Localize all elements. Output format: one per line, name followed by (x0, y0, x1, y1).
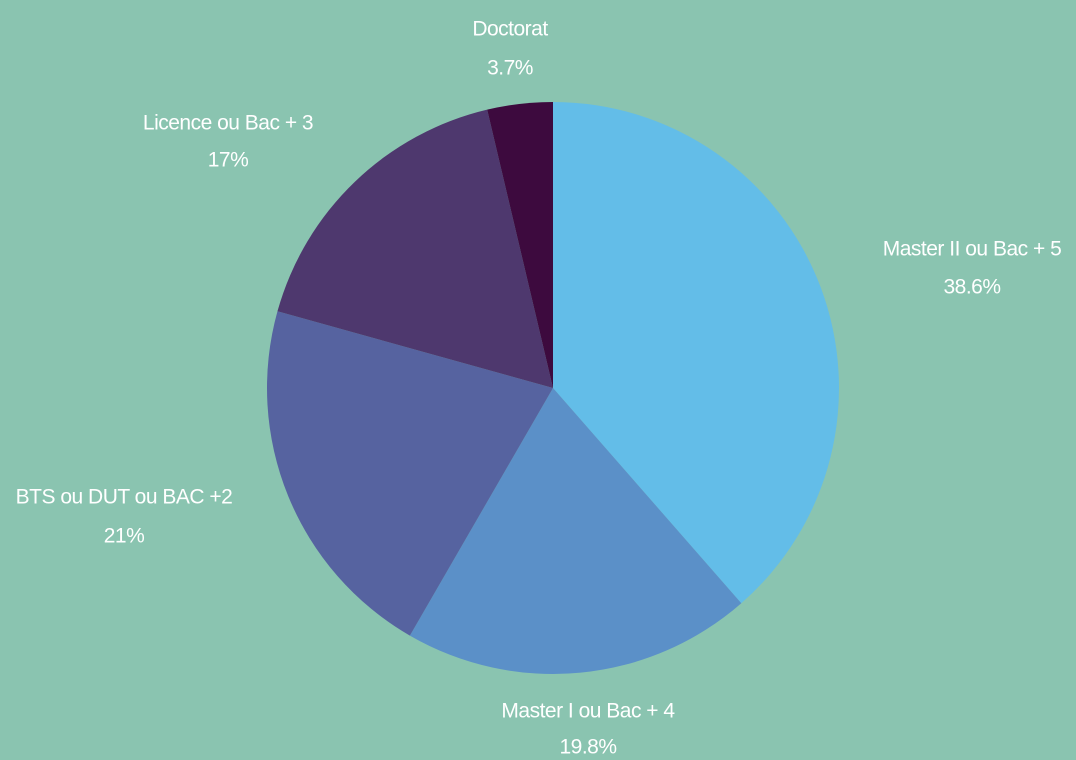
slice-value-label: 38.6% (943, 276, 1000, 299)
slice-label: Licence ou Bac + 3 (143, 112, 313, 135)
slice-label: Master I ou Bac + 4 (501, 700, 675, 723)
slice-value-label: 19.8% (559, 736, 616, 759)
slice-value-label: 3.7% (487, 57, 533, 80)
pie-slice (267, 311, 553, 636)
slice-label: Doctorat (472, 18, 548, 41)
pie-slice (277, 109, 553, 388)
slice-value-label: 17% (208, 149, 249, 172)
pie-slice (553, 102, 839, 604)
slice-value-label: 21% (104, 525, 145, 548)
slice-label: BTS ou DUT ou BAC +2 (16, 486, 233, 509)
pie-slice (409, 388, 742, 674)
slice-label: Master II ou Bac + 5 (883, 238, 1062, 261)
pie-slice (487, 102, 553, 388)
